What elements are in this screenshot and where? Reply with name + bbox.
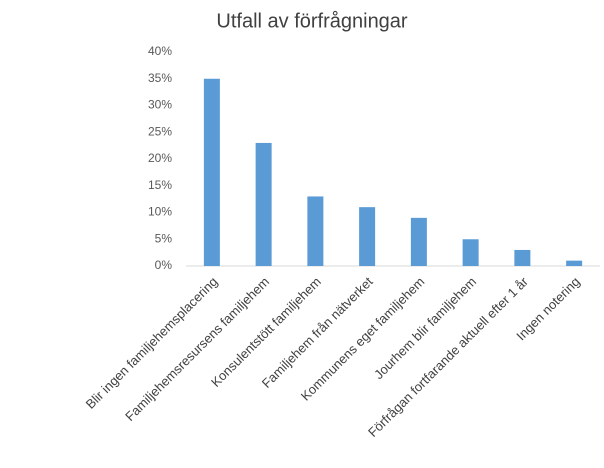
x-tick-label: Jourhem blir familjehem [371, 274, 479, 382]
y-tick-label: 15% [148, 178, 172, 192]
y-tick-label: 35% [148, 71, 172, 85]
bar [410, 217, 427, 266]
bar [359, 207, 376, 266]
bar [255, 142, 272, 266]
bar [307, 196, 324, 266]
chart-title: Utfall av förfrågningar [216, 10, 408, 32]
y-tick-label: 10% [148, 205, 172, 219]
bar [203, 78, 220, 266]
bar [462, 239, 479, 266]
bar [566, 260, 583, 266]
bar [514, 249, 531, 266]
y-tick-label: 25% [148, 124, 172, 138]
y-tick-label: 30% [148, 98, 172, 112]
y-tick-label: 5% [155, 231, 173, 245]
y-tick-label: 0% [155, 258, 173, 272]
y-tick-label: 20% [148, 151, 172, 165]
y-tick-label: 40% [148, 44, 172, 58]
